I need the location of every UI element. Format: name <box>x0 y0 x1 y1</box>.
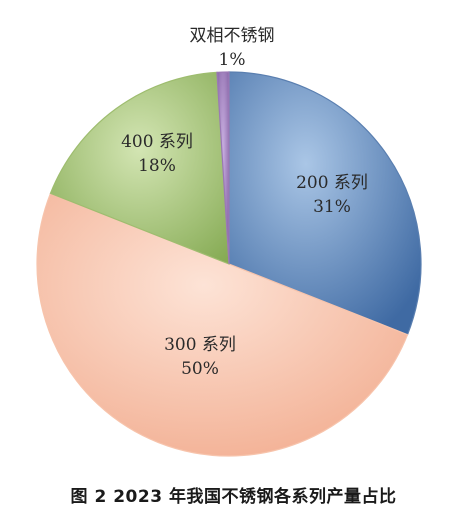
pie-slice <box>228 71 422 336</box>
slice-label: 400 系列 <box>121 132 193 152</box>
slice-percent-label: 18% <box>138 156 176 176</box>
pie-slice <box>49 71 230 265</box>
slice-label: 200 系列 <box>296 173 368 193</box>
chart-caption: 图 2 2023 年我国不锈钢各系列产量占比 <box>70 487 397 507</box>
slice-percent-label: 31% <box>313 197 351 217</box>
pie-slice <box>36 192 409 457</box>
slice-label: 300 系列 <box>164 335 236 355</box>
slice-label: 双相不锈钢 <box>190 26 275 46</box>
slice-percent-label: 1% <box>219 50 246 70</box>
slice-percent-label: 50% <box>181 359 219 379</box>
pie-slice <box>216 71 230 265</box>
